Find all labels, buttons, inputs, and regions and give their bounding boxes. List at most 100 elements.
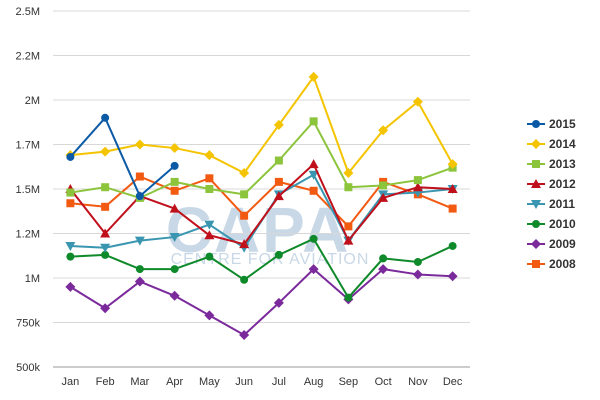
data-point-2010 [135, 265, 144, 274]
legend-label: 2011 [549, 197, 575, 211]
data-point-2012 [100, 228, 111, 238]
data-point-2013 [413, 176, 422, 185]
data-point-2009 [273, 297, 284, 308]
data-point-2014 [378, 125, 389, 136]
data-point-2011 [204, 220, 215, 230]
data-point-2013 [170, 177, 179, 186]
data-point-2010 [413, 257, 422, 266]
legend-item-2014[interactable]: 2014 [527, 137, 576, 151]
data-point-2014 [343, 167, 354, 178]
y-axis: 500k 750k 1M 1.2M 1.5M 1.7M 2M 2.2M 2.5M [16, 6, 41, 374]
data-point-2010 [240, 275, 249, 284]
data-point-2010 [170, 265, 179, 274]
data-point-2010 [66, 252, 75, 261]
legend: 2015 2014 2013 2012 2011 2010 2009 2008 [527, 117, 576, 271]
legend-label: 2009 [549, 237, 576, 251]
y-tick-label: 2M [25, 95, 40, 107]
data-point-2011 [65, 241, 76, 251]
data-point-2010 [344, 293, 353, 302]
data-point-2011 [169, 233, 180, 243]
legend-marker [531, 179, 541, 188]
capa-watermark: CAPA CENTRE FOR AVIATION [166, 194, 369, 268]
legend-label: 2014 [549, 137, 576, 151]
data-point-2013 [344, 183, 353, 192]
x-tick-label: Nov [408, 376, 428, 388]
grid-lines [53, 10, 470, 368]
data-point-2012 [447, 184, 458, 193]
y-tick-label: 1.5M [16, 184, 40, 196]
data-point-2008 [101, 202, 110, 211]
data-point-2014 [204, 150, 215, 161]
legend-item-2008[interactable]: 2008 [527, 257, 576, 271]
data-point-2009 [204, 310, 215, 321]
data-point-2009 [134, 276, 145, 287]
legend-item-2011[interactable]: 2011 [527, 197, 575, 211]
series-2013 [66, 117, 457, 202]
legend-item-2009[interactable]: 2009 [527, 237, 576, 251]
data-point-2014 [239, 167, 250, 178]
legend-marker [532, 160, 540, 168]
y-tick-label: 2.2M [16, 51, 40, 63]
data-point-2008 [274, 177, 283, 186]
legend-label: 2012 [549, 177, 576, 191]
data-point-2015 [66, 152, 75, 161]
data-point-2008 [135, 172, 144, 181]
data-point-2009 [100, 303, 111, 314]
y-tick-label: 750k [16, 318, 40, 330]
y-tick-label: 1.2M [16, 229, 40, 241]
series-line-2013 [70, 120, 453, 199]
series-line-2015 [69, 116, 176, 198]
data-point-2012 [204, 230, 215, 240]
series-line-2009 [69, 268, 453, 336]
legend-item-2010[interactable]: 2010 [527, 217, 576, 231]
data-point-2009 [239, 329, 250, 340]
x-axis: Jan Feb Mar Apr May Jun Jul Aug Sep Oct Nov Dec [62, 376, 463, 388]
x-tick-label: Jul [272, 376, 286, 388]
y-tick-label: 1.7M [16, 140, 40, 152]
data-point-2013 [101, 183, 110, 192]
x-tick-label: Dec [443, 376, 463, 388]
legend-label: 2015 [549, 117, 576, 131]
legend-item-2015[interactable]: 2015 [527, 117, 576, 131]
legend-marker [531, 239, 541, 249]
data-point-2011 [308, 170, 319, 180]
data-point-2008 [205, 174, 214, 183]
data-point-2014 [134, 139, 145, 150]
data-point-2012 [378, 192, 389, 202]
data-point-2011 [134, 236, 145, 246]
data-point-2010 [309, 234, 318, 243]
data-point-2013 [66, 188, 75, 197]
legend-item-2013[interactable]: 2013 [527, 157, 576, 171]
data-point-2012 [412, 182, 423, 192]
legend-marker [531, 200, 541, 209]
data-point-2013 [274, 156, 283, 165]
data-point-2013 [205, 185, 214, 193]
data-point-2008 [448, 204, 457, 213]
data-point-2012 [343, 235, 354, 245]
data-point-2008 [240, 211, 249, 220]
data-point-2010 [205, 252, 214, 261]
x-tick-label: Feb [96, 376, 115, 388]
data-point-2009 [447, 271, 458, 282]
y-tick-label: 2.5M [16, 6, 40, 18]
data-point-2008 [66, 199, 75, 208]
data-point-2015 [170, 161, 179, 170]
legend-marker [532, 260, 540, 268]
data-point-2012 [273, 191, 284, 201]
data-point-2015 [101, 113, 110, 122]
series-line-2014 [70, 75, 454, 174]
legend-marker [532, 220, 540, 228]
x-tick-label: Jan [62, 376, 80, 388]
series-line-2010 [70, 237, 454, 299]
legend-item-2012[interactable]: 2012 [527, 177, 576, 191]
data-point-2013 [309, 117, 318, 126]
data-point-2014 [169, 143, 180, 154]
data-point-2010 [274, 250, 283, 259]
data-point-2014 [100, 146, 111, 157]
series-2014 [65, 71, 458, 178]
data-point-2012 [239, 239, 250, 249]
x-tick-label: Oct [375, 376, 392, 388]
series-2015 [66, 113, 179, 201]
series-2010 [66, 234, 457, 302]
data-point-2010 [379, 254, 388, 263]
